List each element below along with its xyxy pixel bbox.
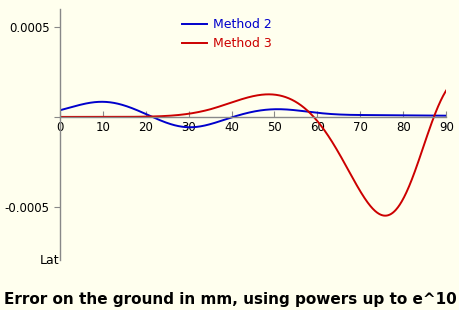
Method 2 [365, 113, 371, 117]
Method 3 [381, 214, 387, 218]
Method 2 [442, 114, 448, 117]
Method 2 [99, 100, 105, 104]
Method 3 [364, 201, 370, 205]
Line: Method 2: Method 2 [60, 102, 445, 127]
Method 2 [96, 100, 102, 104]
Method 3 [358, 191, 363, 194]
Text: Error on the ground in mm, using powers up to e^10: Error on the ground in mm, using powers … [4, 292, 455, 307]
Method 3 [57, 115, 62, 119]
Line: Method 3: Method 3 [60, 91, 445, 216]
Method 2 [322, 112, 328, 116]
Method 2 [187, 126, 192, 129]
Method 3 [213, 106, 218, 109]
Legend: Method 2, Method 3: Method 2, Method 3 [182, 18, 271, 50]
Method 3 [227, 101, 232, 105]
Method 2 [57, 108, 62, 112]
Method 3 [96, 115, 102, 119]
Method 3 [442, 89, 448, 92]
Method 2 [358, 113, 364, 117]
Method 3 [322, 130, 327, 133]
Method 2 [213, 120, 219, 124]
Text: Lat: Lat [40, 254, 60, 267]
Method 2 [228, 116, 233, 120]
